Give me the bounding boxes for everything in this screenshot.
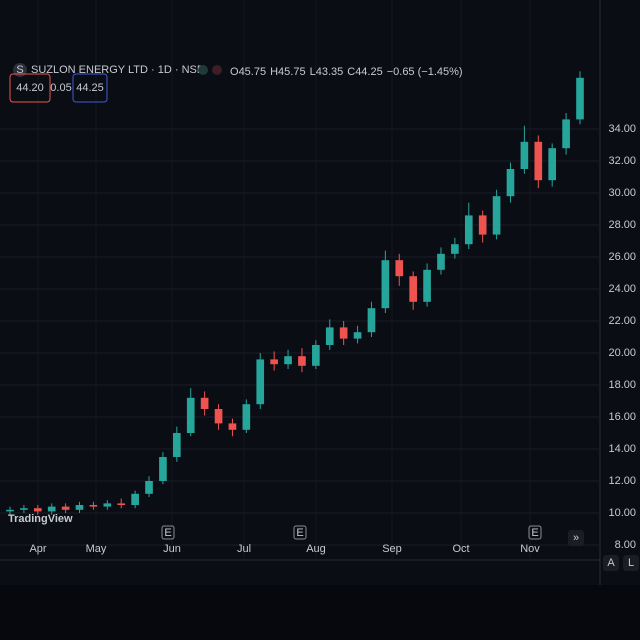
candle-body <box>270 359 278 365</box>
candle-body <box>312 345 320 366</box>
button-box[interactable] <box>603 555 619 571</box>
status-dot <box>212 65 222 75</box>
candle-body <box>89 505 98 507</box>
candle-body <box>395 260 404 277</box>
x-tick-label: Jul <box>237 543 251 555</box>
candle-body <box>437 253 445 270</box>
candle-body <box>159 457 167 481</box>
ask-price: 44.25 <box>76 82 104 94</box>
button-label[interactable]: » <box>573 532 579 544</box>
candle-body <box>478 215 487 235</box>
candle-body <box>548 148 557 181</box>
y-tick-label: 30.00 <box>608 187 636 199</box>
ohlc-value: 43.35 <box>316 66 344 78</box>
x-tick-label: May <box>86 543 107 555</box>
bid-box <box>9 73 51 103</box>
y-tick-label: 32.00 <box>608 155 636 167</box>
ohlc-key: C <box>347 66 355 78</box>
candle-body <box>562 119 570 149</box>
y-tick-label: 22.00 <box>608 315 636 327</box>
candle-body <box>339 327 348 339</box>
candle-body <box>214 409 223 424</box>
candle-body <box>284 356 292 365</box>
x-tick-label: Apr <box>29 543 46 555</box>
candle-body <box>256 359 265 405</box>
candle-body <box>33 508 42 512</box>
y-tick-label: 34.00 <box>608 123 636 135</box>
candle-body <box>61 506 70 510</box>
y-tick-label: 28.00 <box>608 219 636 231</box>
ohlc-value: −0.65 (−1.45%) <box>387 66 463 78</box>
candle-body <box>409 276 417 302</box>
event-marker: E <box>296 527 303 539</box>
y-tick-label: 12.00 <box>608 475 636 487</box>
event-marker-box <box>293 525 307 540</box>
candle-body <box>367 308 376 333</box>
spread: 0.05 <box>50 82 71 94</box>
symbol-name: SUZLON ENERGY LTD · 1D · NSE <box>31 64 204 76</box>
x-tick-label: Jun <box>163 543 181 555</box>
ask-box <box>72 73 108 103</box>
candle-body <box>298 356 306 366</box>
ohlc-value: 44.25 <box>355 66 383 78</box>
watermark: TradingView <box>8 513 73 525</box>
ohlc-key: L <box>310 66 316 78</box>
ohlc-key: H <box>270 66 278 78</box>
candle-body <box>117 503 126 505</box>
button-box[interactable] <box>568 530 584 546</box>
candle-body <box>353 332 362 339</box>
y-tick-label: 18.00 <box>608 379 636 391</box>
event-marker: E <box>164 527 171 539</box>
candle-body <box>173 433 181 457</box>
candle-body <box>47 506 56 512</box>
candle-body <box>131 493 139 505</box>
candle-body <box>145 481 153 494</box>
y-tick-label: 8.00 <box>615 539 636 551</box>
candle-body <box>492 196 501 235</box>
x-tick-label: Nov <box>520 543 540 555</box>
y-tick-label: 14.00 <box>608 443 636 455</box>
candle-body <box>534 141 543 181</box>
candle-body <box>520 141 529 169</box>
event-marker-box <box>528 525 542 540</box>
candle-body <box>381 260 390 309</box>
candle-body <box>228 423 237 430</box>
event-marker: E <box>531 527 538 539</box>
x-tick-label: Sep <box>382 543 402 555</box>
y-tick-label: 20.00 <box>608 347 636 359</box>
candle-body <box>20 508 28 510</box>
button-box[interactable] <box>623 555 639 571</box>
y-tick-label: 16.00 <box>608 411 636 423</box>
x-tick-label: Oct <box>452 543 469 555</box>
candle-body <box>506 169 515 197</box>
candle-body <box>576 77 584 120</box>
reflection-band <box>0 585 640 640</box>
bid-price: 44.20 <box>16 82 44 94</box>
candle-body <box>464 215 473 245</box>
ohlc-key: O <box>230 66 239 78</box>
candle-body <box>451 244 459 254</box>
candle-body <box>325 327 334 345</box>
button-label[interactable]: L <box>628 557 634 569</box>
ohlc-value: 45.75 <box>278 66 306 78</box>
candle-body <box>6 509 14 512</box>
candle-body <box>242 404 251 430</box>
event-marker-box <box>161 525 175 540</box>
candle-body <box>423 269 431 302</box>
button-label[interactable]: A <box>607 557 615 569</box>
candle-body <box>103 503 112 507</box>
ohlc-value: 45.75 <box>239 66 267 78</box>
status-dot <box>198 65 208 75</box>
y-tick-label: 26.00 <box>608 251 636 263</box>
candle-body <box>75 505 84 510</box>
y-tick-label: 24.00 <box>608 283 636 295</box>
symbol-icon-letter: S <box>16 64 23 76</box>
x-tick-label: Aug <box>306 543 326 555</box>
candle-body <box>200 397 209 409</box>
candle-body <box>186 397 195 433</box>
y-tick-label: 10.00 <box>608 507 636 519</box>
